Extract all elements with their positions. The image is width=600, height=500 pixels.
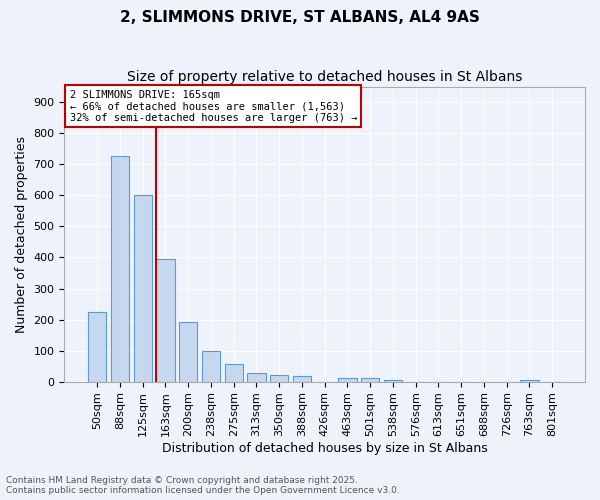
- Bar: [111, 156, 129, 382]
- Bar: [157, 259, 175, 382]
- Bar: [88, 312, 106, 382]
- Bar: [179, 322, 197, 382]
- Bar: [361, 378, 379, 382]
- Bar: [224, 364, 243, 382]
- Bar: [338, 378, 356, 382]
- Bar: [520, 380, 539, 382]
- Bar: [202, 350, 220, 382]
- Title: Size of property relative to detached houses in St Albans: Size of property relative to detached ho…: [127, 70, 523, 84]
- Bar: [134, 195, 152, 382]
- Text: 2, SLIMMONS DRIVE, ST ALBANS, AL4 9AS: 2, SLIMMONS DRIVE, ST ALBANS, AL4 9AS: [120, 10, 480, 25]
- Text: Contains HM Land Registry data © Crown copyright and database right 2025.
Contai: Contains HM Land Registry data © Crown c…: [6, 476, 400, 495]
- Text: 2 SLIMMONS DRIVE: 165sqm
← 66% of detached houses are smaller (1,563)
32% of sem: 2 SLIMMONS DRIVE: 165sqm ← 66% of detach…: [70, 90, 357, 122]
- X-axis label: Distribution of detached houses by size in St Albans: Distribution of detached houses by size …: [162, 442, 488, 455]
- Bar: [270, 375, 288, 382]
- Y-axis label: Number of detached properties: Number of detached properties: [15, 136, 28, 332]
- Bar: [384, 380, 402, 382]
- Bar: [247, 374, 266, 382]
- Bar: [293, 376, 311, 382]
